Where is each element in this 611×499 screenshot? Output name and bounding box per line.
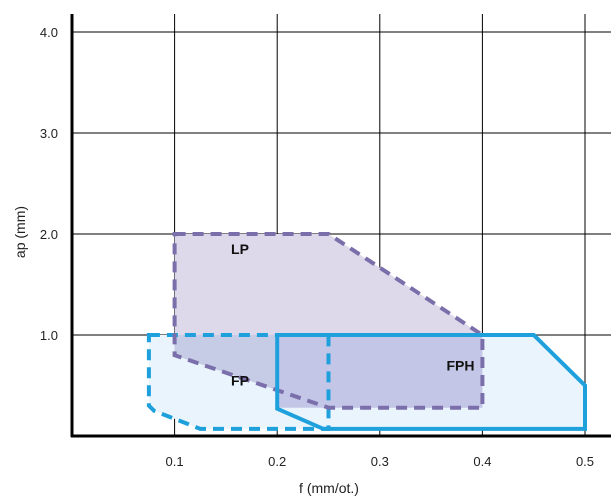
region-label-fph: FPH xyxy=(446,357,474,373)
region-outlines xyxy=(146,232,587,431)
x-tick-label: 0.1 xyxy=(166,454,184,469)
x-axis-label: f (mm/ot.) xyxy=(299,480,359,496)
region-fph-outline xyxy=(275,333,587,431)
x-tick-label: 0.2 xyxy=(268,454,286,469)
region-label-fp: FP xyxy=(231,373,249,389)
x-tick-label: 0.4 xyxy=(473,454,491,469)
region-label-lp: LP xyxy=(231,241,249,257)
y-axis-label: ap (mm) xyxy=(12,206,28,258)
region-labels: LP FP FPH xyxy=(231,241,474,388)
axes xyxy=(70,14,611,438)
tick-labels: 0.1 0.2 0.3 0.4 0.5 1.0 2.0 3.0 4.0 xyxy=(40,25,594,469)
y-tick-label: 3.0 xyxy=(40,126,58,141)
region-lp-outline xyxy=(172,232,485,410)
x-tick-label: 0.5 xyxy=(576,454,594,469)
x-tick-label: 0.3 xyxy=(371,454,389,469)
y-tick-label: 4.0 xyxy=(40,25,58,40)
y-tick-label: 1.0 xyxy=(40,328,58,343)
y-tick-label: 2.0 xyxy=(40,227,58,242)
region-fp-outline xyxy=(146,333,331,431)
